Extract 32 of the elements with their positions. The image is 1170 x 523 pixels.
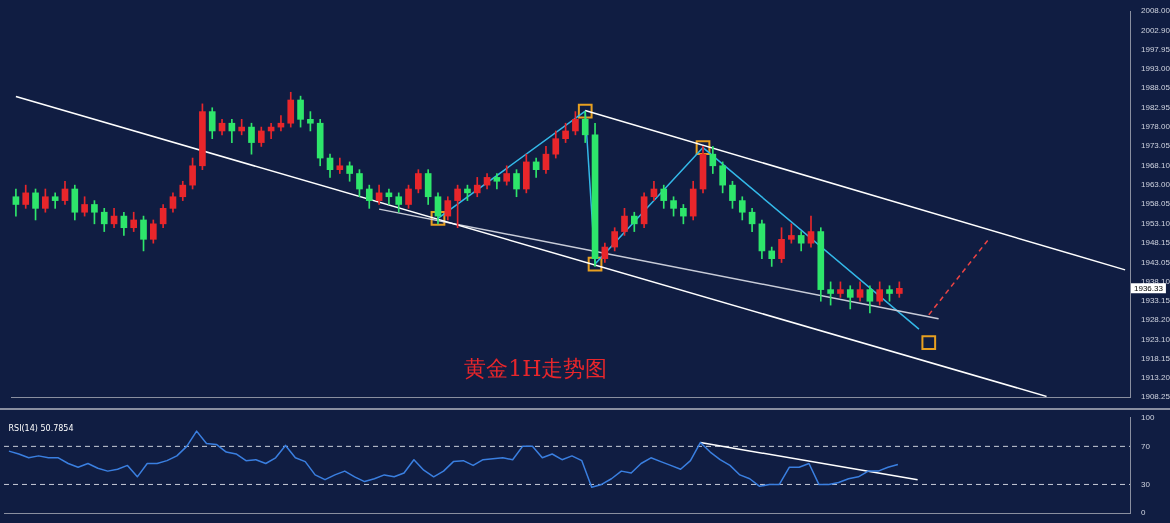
y-tick-label: 0: [1141, 508, 1146, 518]
y-tick-label: 1948.15: [1141, 237, 1170, 247]
y-tick-label: 1943.05: [1141, 257, 1170, 267]
text: 1936.33: [1134, 283, 1164, 293]
y-tick-label: 1973.05: [1141, 141, 1170, 151]
y-tick-label: 1993.00: [1141, 64, 1170, 74]
y-tick-label: 1982.95: [1141, 103, 1170, 113]
text: RSI(14) 50.7854: [8, 424, 74, 434]
y-tick-label: 70: [1141, 441, 1151, 451]
point: [921, 335, 937, 350]
y-tick-label: 1988.05: [1141, 83, 1170, 93]
y-tick-label: 1933.15: [1141, 295, 1170, 305]
y-tick-label: 1968.10: [1141, 160, 1170, 170]
point: [695, 140, 711, 155]
y-tick-label: 1923.10: [1141, 334, 1170, 344]
y-tick-label: 30: [1141, 479, 1151, 489]
point: [430, 211, 446, 226]
y-tick-label: 1908.25: [1141, 392, 1170, 402]
y-tick-label: 1913.20: [1141, 373, 1170, 383]
y-tick-label: 2002.90: [1141, 25, 1170, 35]
y-tick-label: 1978.00: [1141, 122, 1170, 132]
y-tick-label: 2008.00: [1141, 6, 1170, 16]
y-tick-label: 1918.15: [1141, 353, 1170, 363]
y-tick-label: 1963.00: [1141, 180, 1170, 190]
point: [577, 103, 593, 119]
point: [587, 256, 603, 272]
y-tick-label: 1997.95: [1141, 45, 1170, 55]
y-tick-label: 100: [1141, 413, 1155, 422]
y-tick-label: 1953.10: [1141, 218, 1170, 228]
text: 黄金1H走势图: [464, 355, 608, 381]
y-tick-label: 1928.20: [1141, 315, 1170, 324]
y-tick-label: 1958.05: [1141, 199, 1170, 209]
